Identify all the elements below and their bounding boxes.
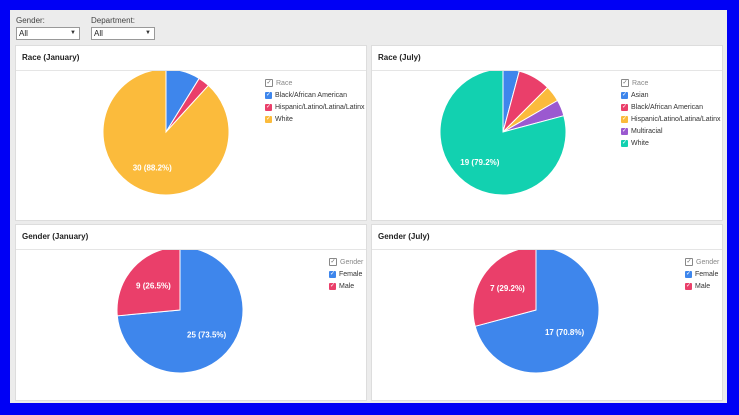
checkbox-icon: ✓ xyxy=(265,115,272,123)
pie-slice-white[interactable] xyxy=(439,71,567,196)
legend-title[interactable]: ✓ Gender xyxy=(685,256,719,268)
legend-item[interactable]: ✓ Hispanic/Latino/Latina/Latinx xyxy=(621,113,721,125)
divider xyxy=(16,70,366,71)
legend-title[interactable]: ✓ Race xyxy=(621,77,721,89)
department-filter-label: Department: xyxy=(91,16,136,25)
pie-slice-male[interactable] xyxy=(116,250,181,317)
legend-title-label: Race xyxy=(276,79,293,87)
data-label: 19 (79.2%) xyxy=(460,158,499,167)
panel-title: Gender (July) xyxy=(378,232,430,241)
pie-slice-male[interactable] xyxy=(472,250,537,327)
dashboard: Gender: All ▼ Department: All ▼ Race (Ja… xyxy=(10,10,727,403)
legend-item[interactable]: ✓ Hispanic/Latino/Latina/Latinx xyxy=(265,101,365,113)
legend-title[interactable]: ✓ Gender xyxy=(329,256,363,268)
checkbox-icon: ✓ xyxy=(621,103,628,111)
legend-item[interactable]: ✓ Male xyxy=(329,280,363,292)
gender-select[interactable]: All ▼ xyxy=(16,27,80,40)
department-filter: Department: All ▼ xyxy=(91,16,155,40)
gender-july-panel: Gender (July) 17 (70.8%) 7 (29.2%) ✓ Gende… xyxy=(371,224,723,401)
chevron-down-icon: ▼ xyxy=(70,30,76,36)
divider xyxy=(372,70,722,71)
gender-july-pie-chart: 17 (70.8%) 7 (29.2%) xyxy=(472,250,600,374)
legend-item[interactable]: ✓ Male xyxy=(685,280,719,292)
gender-filter: Gender: All ▼ xyxy=(16,16,80,40)
panel-title: Gender (January) xyxy=(22,232,89,241)
legend-item-label: Black/African American xyxy=(275,91,347,99)
legend-item[interactable]: ✓ Asian xyxy=(621,89,721,101)
legend-title[interactable]: ✓ Race xyxy=(265,77,365,89)
gender-july-legend: ✓ Gender ✓ Female ✓ Male xyxy=(685,256,719,292)
checkbox-icon: ✓ xyxy=(329,282,336,290)
data-label: 30 (88.2%) xyxy=(133,163,172,172)
pie-slice-female[interactable] xyxy=(474,250,600,374)
legend-item-label: White xyxy=(631,139,649,147)
gender-filter-label: Gender: xyxy=(16,16,45,25)
data-label: 17 (70.8%) xyxy=(545,328,584,337)
checkbox-icon: ✓ xyxy=(265,91,272,99)
pie-slice-female[interactable] xyxy=(116,250,244,374)
race-july-panel: Race (July) 19 (79.2%) ✓ Race ✓ Asian ✓ Black… xyxy=(371,45,723,221)
legend-item-label: White xyxy=(275,115,293,123)
legend-item[interactable]: ✓ Multiracial xyxy=(621,125,721,137)
legend-title-label: Race xyxy=(632,79,649,87)
legend-item-label: Female xyxy=(695,270,719,278)
panel-title: Race (July) xyxy=(378,53,421,62)
checkbox-icon: ✓ xyxy=(621,127,628,135)
chevron-down-icon: ▼ xyxy=(145,30,151,36)
gender-january-legend: ✓ Gender ✓ Female ✓ Male xyxy=(329,256,363,292)
department-select[interactable]: All ▼ xyxy=(91,27,155,40)
legend-item[interactable]: ✓ White xyxy=(621,137,721,149)
race-july-legend: ✓ Race ✓ Asian ✓ Black/African American ✓ Hispa… xyxy=(621,77,721,149)
data-label: 9 (26.5%) xyxy=(136,282,171,291)
legend-item-label: Black/African American xyxy=(631,103,703,111)
gender-january-panel: Gender (January) 25 (73.5%) 9 (26.5%) ✓ Ge… xyxy=(15,224,367,401)
checkbox-icon: ✓ xyxy=(265,79,273,87)
department-select-value: All xyxy=(94,29,103,38)
legend-item[interactable]: ✓ Female xyxy=(329,268,363,280)
checkbox-icon: ✓ xyxy=(685,258,693,266)
legend-item[interactable]: ✓ Black/African American xyxy=(265,89,365,101)
legend-item[interactable]: ✓ White xyxy=(265,113,365,125)
data-label: 25 (73.5%) xyxy=(187,330,226,339)
legend-item-label: Male xyxy=(339,282,355,290)
checkbox-icon: ✓ xyxy=(621,91,628,99)
checkbox-icon: ✓ xyxy=(329,270,336,278)
legend-title-label: Gender xyxy=(696,258,720,266)
legend-item-label: Hispanic/Latino/Latina/Latinx xyxy=(631,115,721,123)
legend-item-label: Asian xyxy=(631,91,649,99)
legend-item[interactable]: ✓ Black/African American xyxy=(621,101,721,113)
race-january-pie-chart: 30 (88.2%) xyxy=(102,71,230,196)
legend-item-label: Hispanic/Latino/Latina/Latinx xyxy=(275,103,365,111)
checkbox-icon: ✓ xyxy=(685,270,692,278)
legend-title-label: Gender xyxy=(340,258,364,266)
race-january-panel: Race (January) 30 (88.2%) ✓ Race ✓ Black/Af… xyxy=(15,45,367,221)
checkbox-icon: ✓ xyxy=(685,282,692,290)
legend-item-label: Multiracial xyxy=(631,127,663,135)
legend-item-label: Female xyxy=(339,270,363,278)
legend-item[interactable]: ✓ Female xyxy=(685,268,719,280)
race-january-legend: ✓ Race ✓ Black/African American ✓ Hispanic/La… xyxy=(265,77,365,125)
checkbox-icon: ✓ xyxy=(621,139,628,147)
pie-slice-white[interactable] xyxy=(102,71,230,196)
legend-item-label: Male xyxy=(695,282,711,290)
race-july-pie-chart: 19 (79.2%) xyxy=(439,71,567,196)
checkbox-icon: ✓ xyxy=(265,103,272,111)
checkbox-icon: ✓ xyxy=(621,115,628,123)
gender-select-value: All xyxy=(19,29,28,38)
checkbox-icon: ✓ xyxy=(621,79,629,87)
panel-title: Race (January) xyxy=(22,53,80,62)
data-label: 7 (29.2%) xyxy=(490,284,525,293)
checkbox-icon: ✓ xyxy=(329,258,337,266)
gender-january-pie-chart: 25 (73.5%) 9 (26.5%) xyxy=(116,250,244,374)
